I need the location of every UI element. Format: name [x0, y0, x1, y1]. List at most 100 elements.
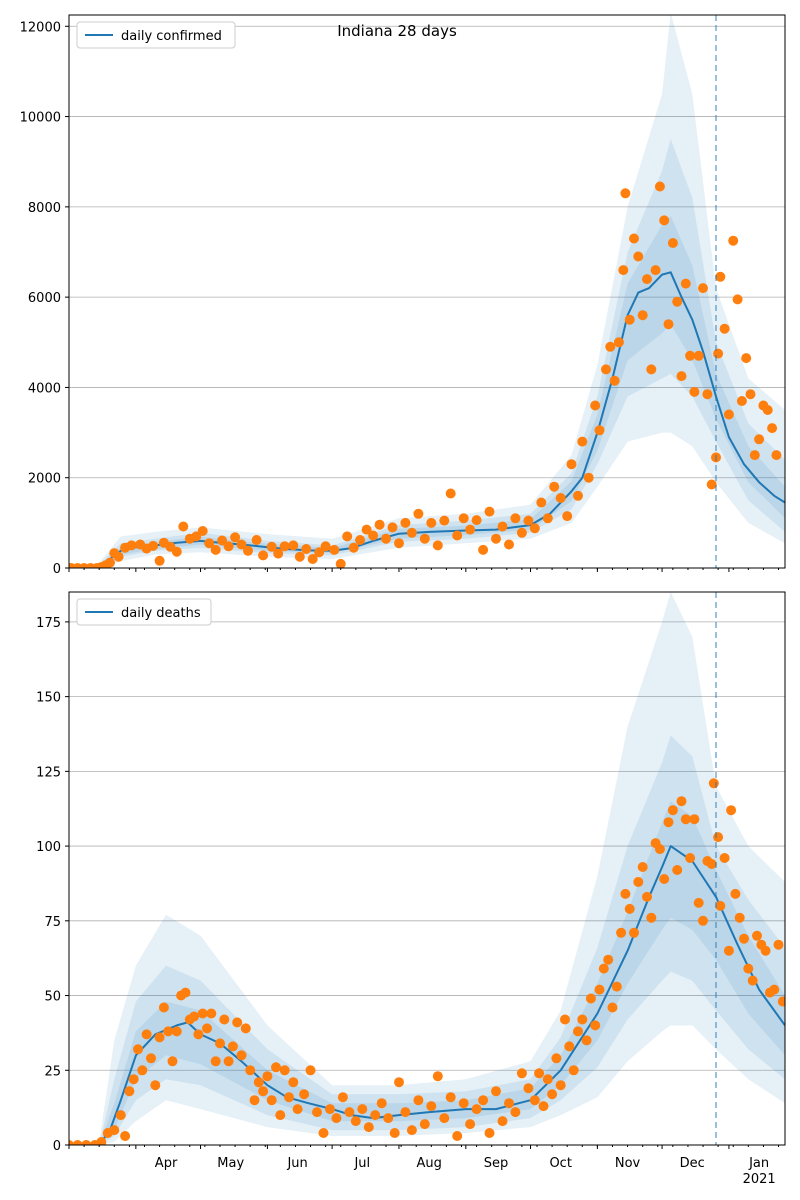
confirmed-observed-point	[230, 532, 241, 543]
deaths-observed-point	[299, 1089, 310, 1100]
deaths-observed-point	[538, 1101, 549, 1112]
deaths-observed-point	[249, 1095, 260, 1106]
confirmed-observed-point	[728, 235, 739, 246]
deaths-observed-point	[109, 1125, 120, 1136]
deaths-observed-point	[590, 1020, 601, 1031]
deaths-observed-point	[253, 1077, 264, 1088]
deaths-observed-point	[232, 1017, 243, 1028]
confirmed-observed-point	[536, 497, 547, 508]
deaths-legend-box	[76, 598, 212, 626]
confirmed-observed-point	[361, 524, 372, 535]
deaths-observed-point	[452, 1131, 463, 1141]
deaths-observed-point	[163, 1026, 174, 1037]
deaths-observed-point	[189, 1011, 200, 1022]
confirmed-observed-point	[698, 283, 708, 294]
confirmed-uncertainty-band-2	[69, 139, 785, 568]
deaths-observed-point	[171, 1026, 182, 1037]
deaths-plot-frame	[68, 591, 786, 1146]
confirmed-observed-point	[236, 539, 247, 550]
confirmed-observed-point	[605, 341, 616, 352]
deaths-uncertainty-band-2	[69, 735, 785, 1145]
confirmed-observed-point	[624, 314, 635, 325]
deaths-observed-point	[69, 1140, 74, 1145]
deaths-observed-point	[325, 1104, 335, 1115]
confirmed-observed-point	[465, 524, 476, 535]
confirmed-observed-point	[348, 542, 359, 553]
deaths-observed-point	[305, 1065, 316, 1076]
deaths-observed-point	[560, 1014, 570, 1025]
confirmed-observed-point	[659, 215, 670, 226]
confirmed-observed-point	[154, 555, 165, 566]
deaths-observed-point	[219, 1014, 230, 1025]
deaths-observed-point	[698, 915, 708, 926]
deaths-observed-point	[406, 1125, 417, 1136]
deaths-observed-point	[337, 1092, 348, 1103]
deaths-observed-point	[607, 1002, 618, 1013]
deaths-observed-point	[478, 1095, 489, 1106]
deaths-observed-point	[240, 1023, 251, 1034]
deaths-observed-point	[726, 805, 737, 816]
confirmed-ytick-label: 8000	[28, 201, 61, 216]
deaths-observed-point	[215, 1038, 225, 1049]
deaths-observed-point	[471, 1104, 482, 1115]
confirmed-observed-point	[497, 521, 508, 532]
deaths-observed-point	[497, 1116, 508, 1127]
deaths-observed-point	[777, 996, 785, 1007]
confirmed-observed-point	[654, 181, 665, 192]
confirmed-observed-point	[723, 409, 734, 420]
deaths-observed-point	[141, 1029, 152, 1040]
deaths-observed-point	[534, 1068, 545, 1079]
deaths-legend-label: daily deaths	[121, 606, 201, 621]
deaths-observed-point	[739, 933, 749, 944]
deaths-xtick-label: Jul	[353, 1156, 370, 1171]
confirmed-observed-point	[583, 472, 594, 483]
deaths-observed-point	[400, 1107, 411, 1118]
confirmed-observed-point	[754, 434, 765, 445]
deaths-observed-point	[734, 912, 745, 923]
deaths-observed-point	[81, 1140, 92, 1145]
deaths-observed-point	[598, 963, 609, 974]
confirmed-observed-point	[767, 423, 778, 434]
confirmed-observed-point	[413, 508, 424, 519]
deaths-observed-point	[357, 1104, 368, 1115]
deaths-observed-point	[667, 805, 678, 816]
confirmed-observed-point	[663, 319, 674, 330]
confirmed-plot-frame	[68, 14, 786, 569]
confirmed-observed-point	[590, 400, 601, 411]
deaths-observed-point	[227, 1041, 238, 1052]
deaths-observed-point	[223, 1056, 234, 1067]
deaths-observed-point	[389, 1128, 400, 1138]
deaths-ytick-label: 75	[44, 915, 61, 930]
deaths-observed-point	[730, 888, 741, 899]
deaths-observed-point	[620, 888, 631, 899]
confirmed-observed-point	[620, 188, 631, 199]
confirmed-observed-point	[642, 274, 652, 285]
confirmed-observed-point	[197, 526, 208, 536]
deaths-observed-point	[713, 832, 724, 843]
deaths-observed-point	[146, 1053, 156, 1064]
confirmed-observed-point	[204, 538, 215, 549]
deaths-observed-point	[413, 1095, 424, 1106]
confirmed-observed-point	[314, 547, 325, 558]
confirmed-observed-point	[542, 513, 553, 524]
confirmed-observed-point	[148, 540, 159, 551]
confirmed-observed-point	[715, 271, 726, 282]
deaths-observed-point	[331, 1113, 342, 1124]
deaths-observed-point	[206, 1008, 217, 1019]
deaths-observed-point	[288, 1077, 299, 1088]
confirmed-observed-point	[680, 278, 691, 289]
confirmed-legend-box	[76, 21, 236, 49]
deaths-observed-point	[445, 1092, 456, 1103]
deaths-observed-point	[370, 1110, 381, 1121]
confirmed-observed-point	[549, 481, 560, 492]
deaths-observed-point	[624, 903, 635, 914]
confirmed-observed-point	[113, 551, 124, 562]
deaths-observed-point	[680, 814, 691, 825]
deaths-observed-point	[760, 945, 771, 956]
confirmed-observed-point	[573, 490, 583, 501]
deaths-xtick-label: Oct	[549, 1156, 571, 1171]
deaths-observed-point	[426, 1101, 437, 1112]
confirmed-observed-point	[478, 544, 489, 555]
confirmed-ytick-label: 6000	[28, 291, 61, 306]
confirmed-observed-point	[741, 353, 752, 364]
